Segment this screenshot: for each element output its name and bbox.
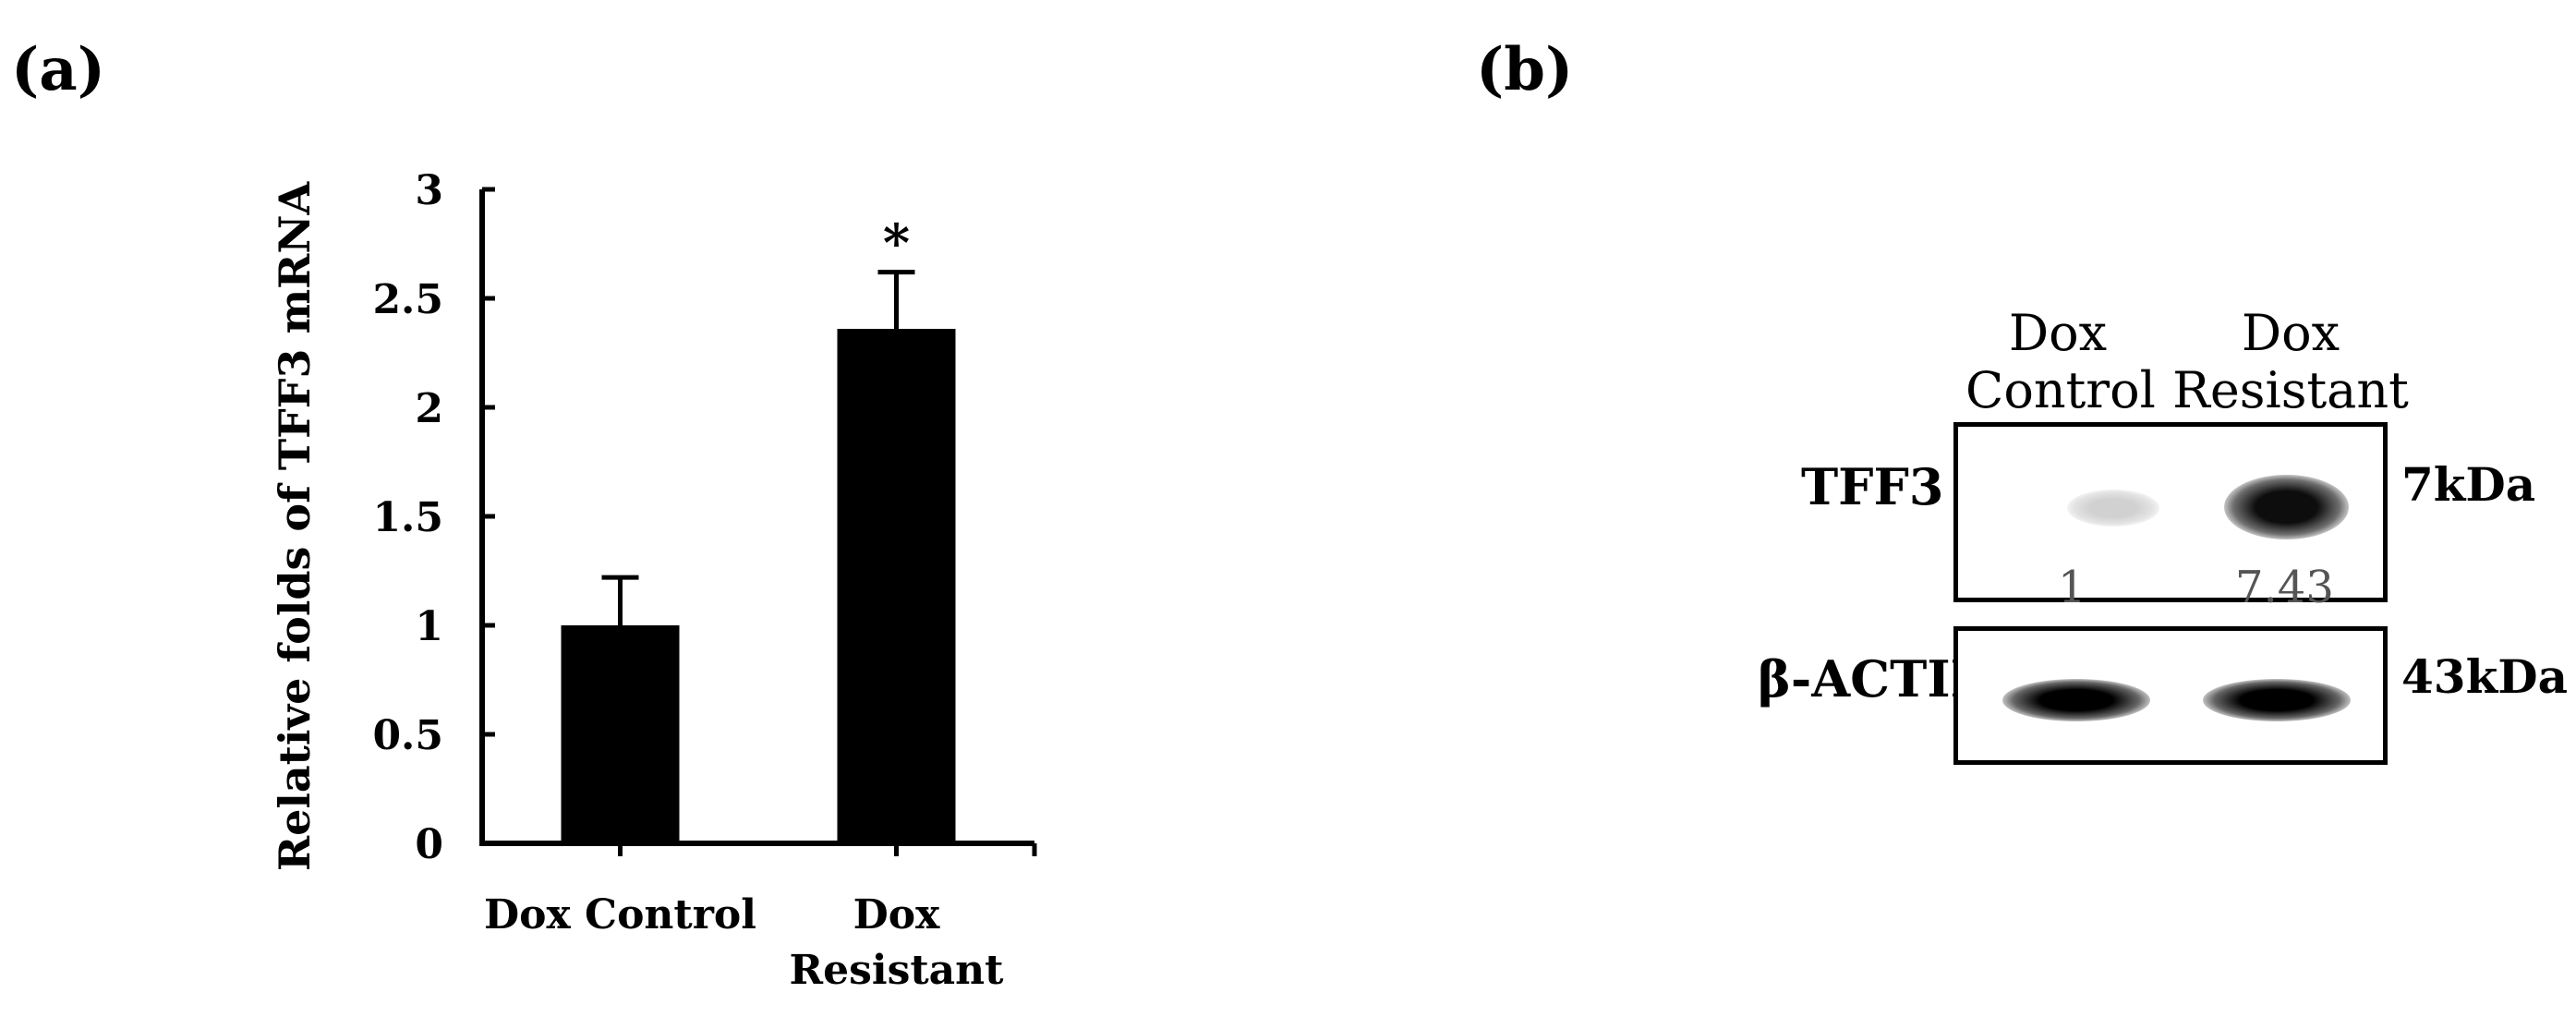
quant-resistant: 7.43 bbox=[2235, 562, 2334, 613]
lane-header-resistant-line1: Dox bbox=[2241, 304, 2340, 362]
quant-control: 1 bbox=[2058, 562, 2086, 613]
lane-header-resistant: Dox Resistant bbox=[2171, 305, 2411, 419]
x-tick-label: Dox Control bbox=[484, 891, 756, 938]
row-label-actin: β-ACTIN bbox=[1758, 649, 1996, 708]
panel-b-label: (b) bbox=[1476, 35, 1574, 104]
lane-header-control-line1: Dox bbox=[2008, 304, 2108, 362]
y-tick-label: 0.5 bbox=[372, 712, 443, 759]
y-tick-label: 0 bbox=[415, 821, 443, 868]
bar bbox=[561, 625, 680, 843]
y-tick-label: 3 bbox=[415, 167, 443, 214]
band-tff3-control bbox=[2067, 490, 2159, 527]
y-tick-label: 2.5 bbox=[372, 276, 443, 323]
y-tick-label: 2 bbox=[415, 385, 443, 432]
size-label-actin: 43kDa bbox=[2401, 649, 2568, 704]
row-label-tff3: TFF3 bbox=[1801, 457, 1944, 516]
x-tick-label: Dox bbox=[853, 891, 941, 938]
y-axis-label: Relative folds of TFF3 mRNA bbox=[270, 181, 320, 872]
bar bbox=[837, 329, 956, 843]
lane-header-resistant-line2: Resistant bbox=[2172, 361, 2409, 419]
lane-header-control-line2: Control bbox=[1965, 361, 2156, 419]
significance-marker: * bbox=[883, 213, 910, 274]
band-actin-control bbox=[2002, 679, 2150, 721]
band-actin-resistant bbox=[2203, 679, 2351, 721]
panel-a-label: (a) bbox=[11, 35, 106, 104]
x-tick-label: Resistant bbox=[790, 947, 1005, 994]
size-label-tff3: 7kDa bbox=[2401, 457, 2536, 512]
y-tick-label: 1.5 bbox=[372, 494, 443, 541]
lane-header-control: Dox Control bbox=[1965, 304, 2156, 419]
blot-box-actin bbox=[1953, 626, 2388, 765]
bar-chart: 0 0.5 1 1.5 2 2.5 3 Dox Control * Dox Resistant Re… bbox=[270, 167, 1037, 994]
y-tick-label: 1 bbox=[415, 603, 443, 650]
blot-box-tff3 bbox=[1953, 422, 2388, 602]
band-tff3-resistant bbox=[2224, 475, 2349, 539]
